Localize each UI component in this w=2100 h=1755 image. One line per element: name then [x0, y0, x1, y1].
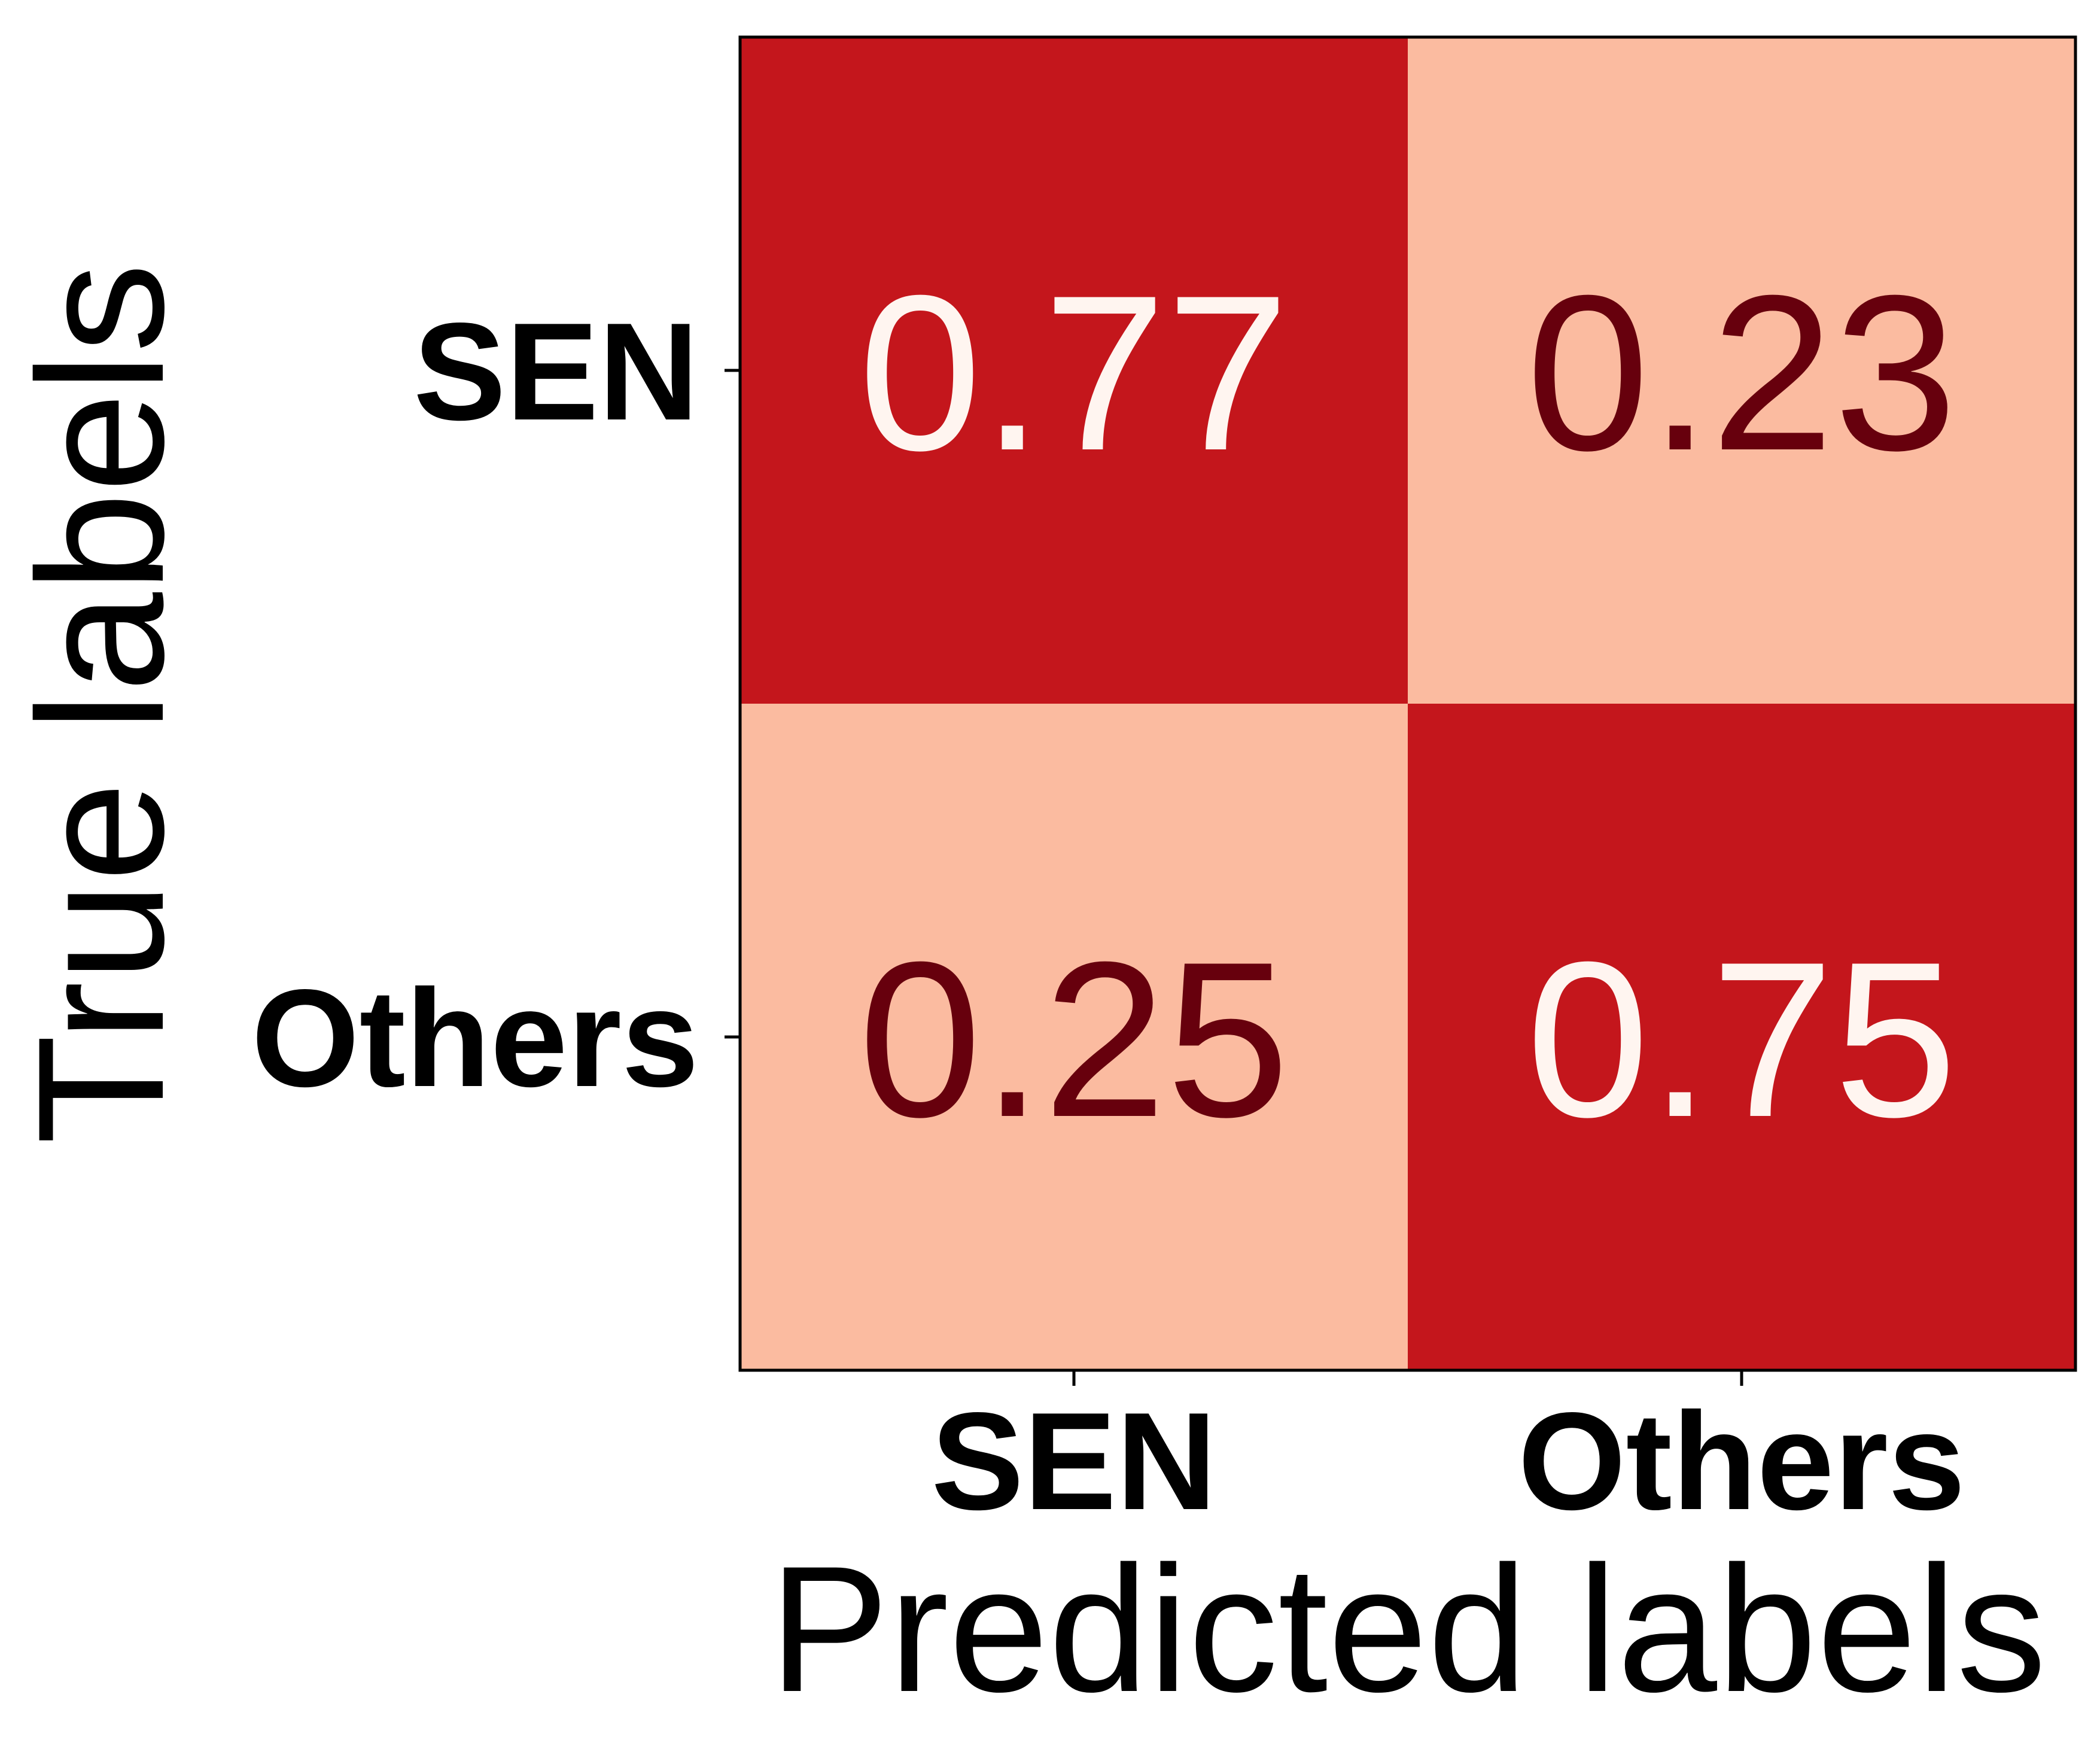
heatmap-cell	[1408, 37, 2075, 704]
y-tick-label: Others	[251, 961, 699, 1116]
cell-value-label: 0.75	[1526, 916, 1957, 1163]
heatmap-cell	[740, 704, 1408, 1370]
y-tick-label: SEN	[413, 294, 699, 449]
heatmap-cell	[740, 37, 1408, 704]
tick-labels: SEN Others SEN Others	[251, 294, 1965, 1539]
y-axis-title: True labels	[0, 263, 201, 1145]
axis-ticks	[725, 369, 1743, 1386]
x-tick-label: SEN	[931, 1384, 1216, 1539]
heatmap-cell	[1408, 704, 2075, 1370]
plot-frame	[738, 35, 2077, 1372]
heatmap-cells: 0.77 0.23 0.25 0.75	[740, 37, 2075, 1370]
cell-value-label: 0.77	[859, 250, 1289, 497]
cell-value-label: 0.23	[1526, 250, 1957, 497]
x-tick-label: Others	[1518, 1384, 1965, 1539]
cell-value-label: 0.25	[859, 916, 1289, 1163]
x-axis-title: Predicted labels	[769, 1528, 2047, 1729]
